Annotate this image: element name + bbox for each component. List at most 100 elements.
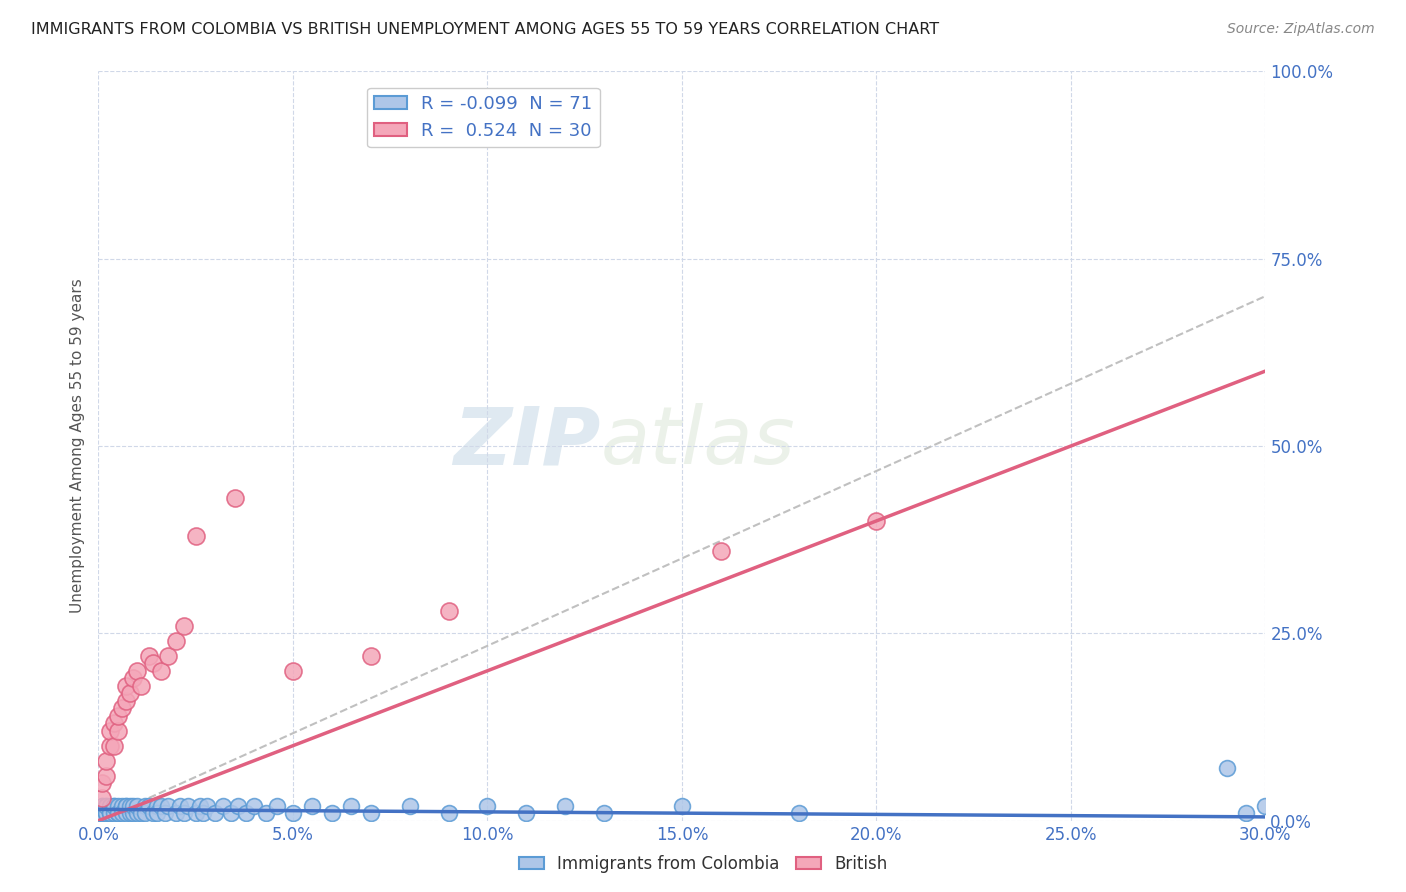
Point: [1234, 806, 1257, 821]
Point: [129, 806, 152, 821]
Point: [1254, 798, 1277, 813]
Point: [157, 798, 180, 813]
Point: [301, 798, 323, 813]
Point: [111, 798, 134, 813]
Point: [173, 619, 195, 633]
Point: [169, 798, 191, 813]
Point: [96, 754, 118, 768]
Point: [437, 806, 460, 821]
Point: [98, 723, 121, 738]
Point: [224, 491, 246, 506]
Point: [127, 664, 149, 678]
Point: [142, 657, 165, 671]
Point: [165, 806, 187, 821]
Point: [787, 806, 810, 821]
Point: [142, 806, 165, 821]
Text: Source: ZipAtlas.com: Source: ZipAtlas.com: [1227, 22, 1375, 37]
Point: [193, 806, 215, 821]
Point: [103, 798, 125, 813]
Point: [103, 806, 125, 821]
Point: [554, 798, 576, 813]
Point: [340, 798, 363, 813]
Point: [671, 798, 693, 813]
Point: [114, 694, 136, 708]
Point: [593, 806, 616, 821]
Point: [118, 686, 141, 700]
Text: IMMIGRANTS FROM COLOMBIA VS BRITISH UNEMPLOYMENT AMONG AGES 55 TO 59 YEARS CORRE: IMMIGRANTS FROM COLOMBIA VS BRITISH UNEM…: [31, 22, 939, 37]
Point: [195, 798, 218, 813]
Point: [107, 806, 129, 821]
Point: [98, 739, 121, 753]
Point: [138, 798, 160, 813]
Point: [114, 798, 136, 813]
Point: [212, 798, 235, 813]
Point: [515, 806, 537, 821]
Point: [281, 806, 304, 821]
Point: [103, 798, 125, 813]
Point: [710, 544, 733, 558]
Point: [98, 806, 121, 821]
Point: [398, 798, 420, 813]
Point: [103, 739, 125, 753]
Point: [149, 664, 172, 678]
Point: [122, 671, 145, 685]
Point: [127, 806, 149, 821]
Point: [114, 679, 136, 693]
Point: [96, 806, 118, 821]
Point: [165, 633, 187, 648]
Point: [235, 806, 257, 821]
Point: [138, 648, 160, 663]
Point: [360, 806, 382, 821]
Point: [129, 679, 152, 693]
Point: [96, 806, 118, 821]
Point: [865, 514, 887, 528]
Point: [91, 776, 114, 790]
Point: [477, 798, 499, 813]
Point: [96, 798, 118, 813]
Point: [122, 806, 145, 821]
Point: [173, 806, 195, 821]
Point: [228, 798, 250, 813]
Point: [107, 798, 129, 813]
Point: [188, 798, 211, 813]
Point: [127, 798, 149, 813]
Point: [177, 798, 200, 813]
Point: [134, 798, 156, 813]
Point: [122, 798, 145, 813]
Legend: R = -0.099  N = 71, R =  0.524  N = 30: R = -0.099 N = 71, R = 0.524 N = 30: [367, 88, 600, 147]
Point: [111, 701, 134, 715]
Point: [184, 529, 207, 543]
Point: [107, 708, 129, 723]
Point: [91, 798, 114, 813]
Point: [118, 806, 141, 821]
Point: [114, 806, 136, 821]
Point: [111, 806, 134, 821]
Point: [91, 791, 114, 805]
Point: [153, 806, 176, 821]
Point: [98, 806, 121, 821]
Point: [321, 806, 343, 821]
Point: [360, 648, 382, 663]
Point: [254, 806, 277, 821]
Legend: Immigrants from Colombia, British: Immigrants from Colombia, British: [512, 848, 894, 880]
Point: [149, 798, 172, 813]
Text: atlas: atlas: [600, 403, 794, 482]
Point: [204, 806, 226, 821]
Point: [107, 723, 129, 738]
Point: [146, 798, 169, 813]
Point: [184, 806, 207, 821]
Point: [96, 798, 118, 813]
Point: [157, 648, 180, 663]
Point: [91, 806, 114, 821]
Point: [243, 798, 266, 813]
Point: [91, 798, 114, 813]
Point: [437, 604, 460, 618]
Point: [98, 798, 121, 813]
Point: [134, 806, 156, 821]
Point: [281, 664, 304, 678]
Y-axis label: Unemployment Among Ages 55 to 59 years: Unemployment Among Ages 55 to 59 years: [69, 278, 84, 614]
Point: [219, 806, 242, 821]
Point: [114, 798, 136, 813]
Text: ZIP: ZIP: [453, 403, 600, 482]
Point: [87, 806, 110, 821]
